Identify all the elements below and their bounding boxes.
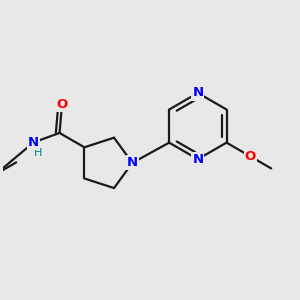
Text: N: N — [192, 86, 203, 100]
Text: N: N — [127, 156, 138, 170]
Text: O: O — [56, 98, 68, 111]
Text: N: N — [28, 136, 39, 149]
Text: H: H — [34, 148, 42, 158]
Text: N: N — [192, 153, 203, 166]
Text: O: O — [245, 150, 256, 163]
